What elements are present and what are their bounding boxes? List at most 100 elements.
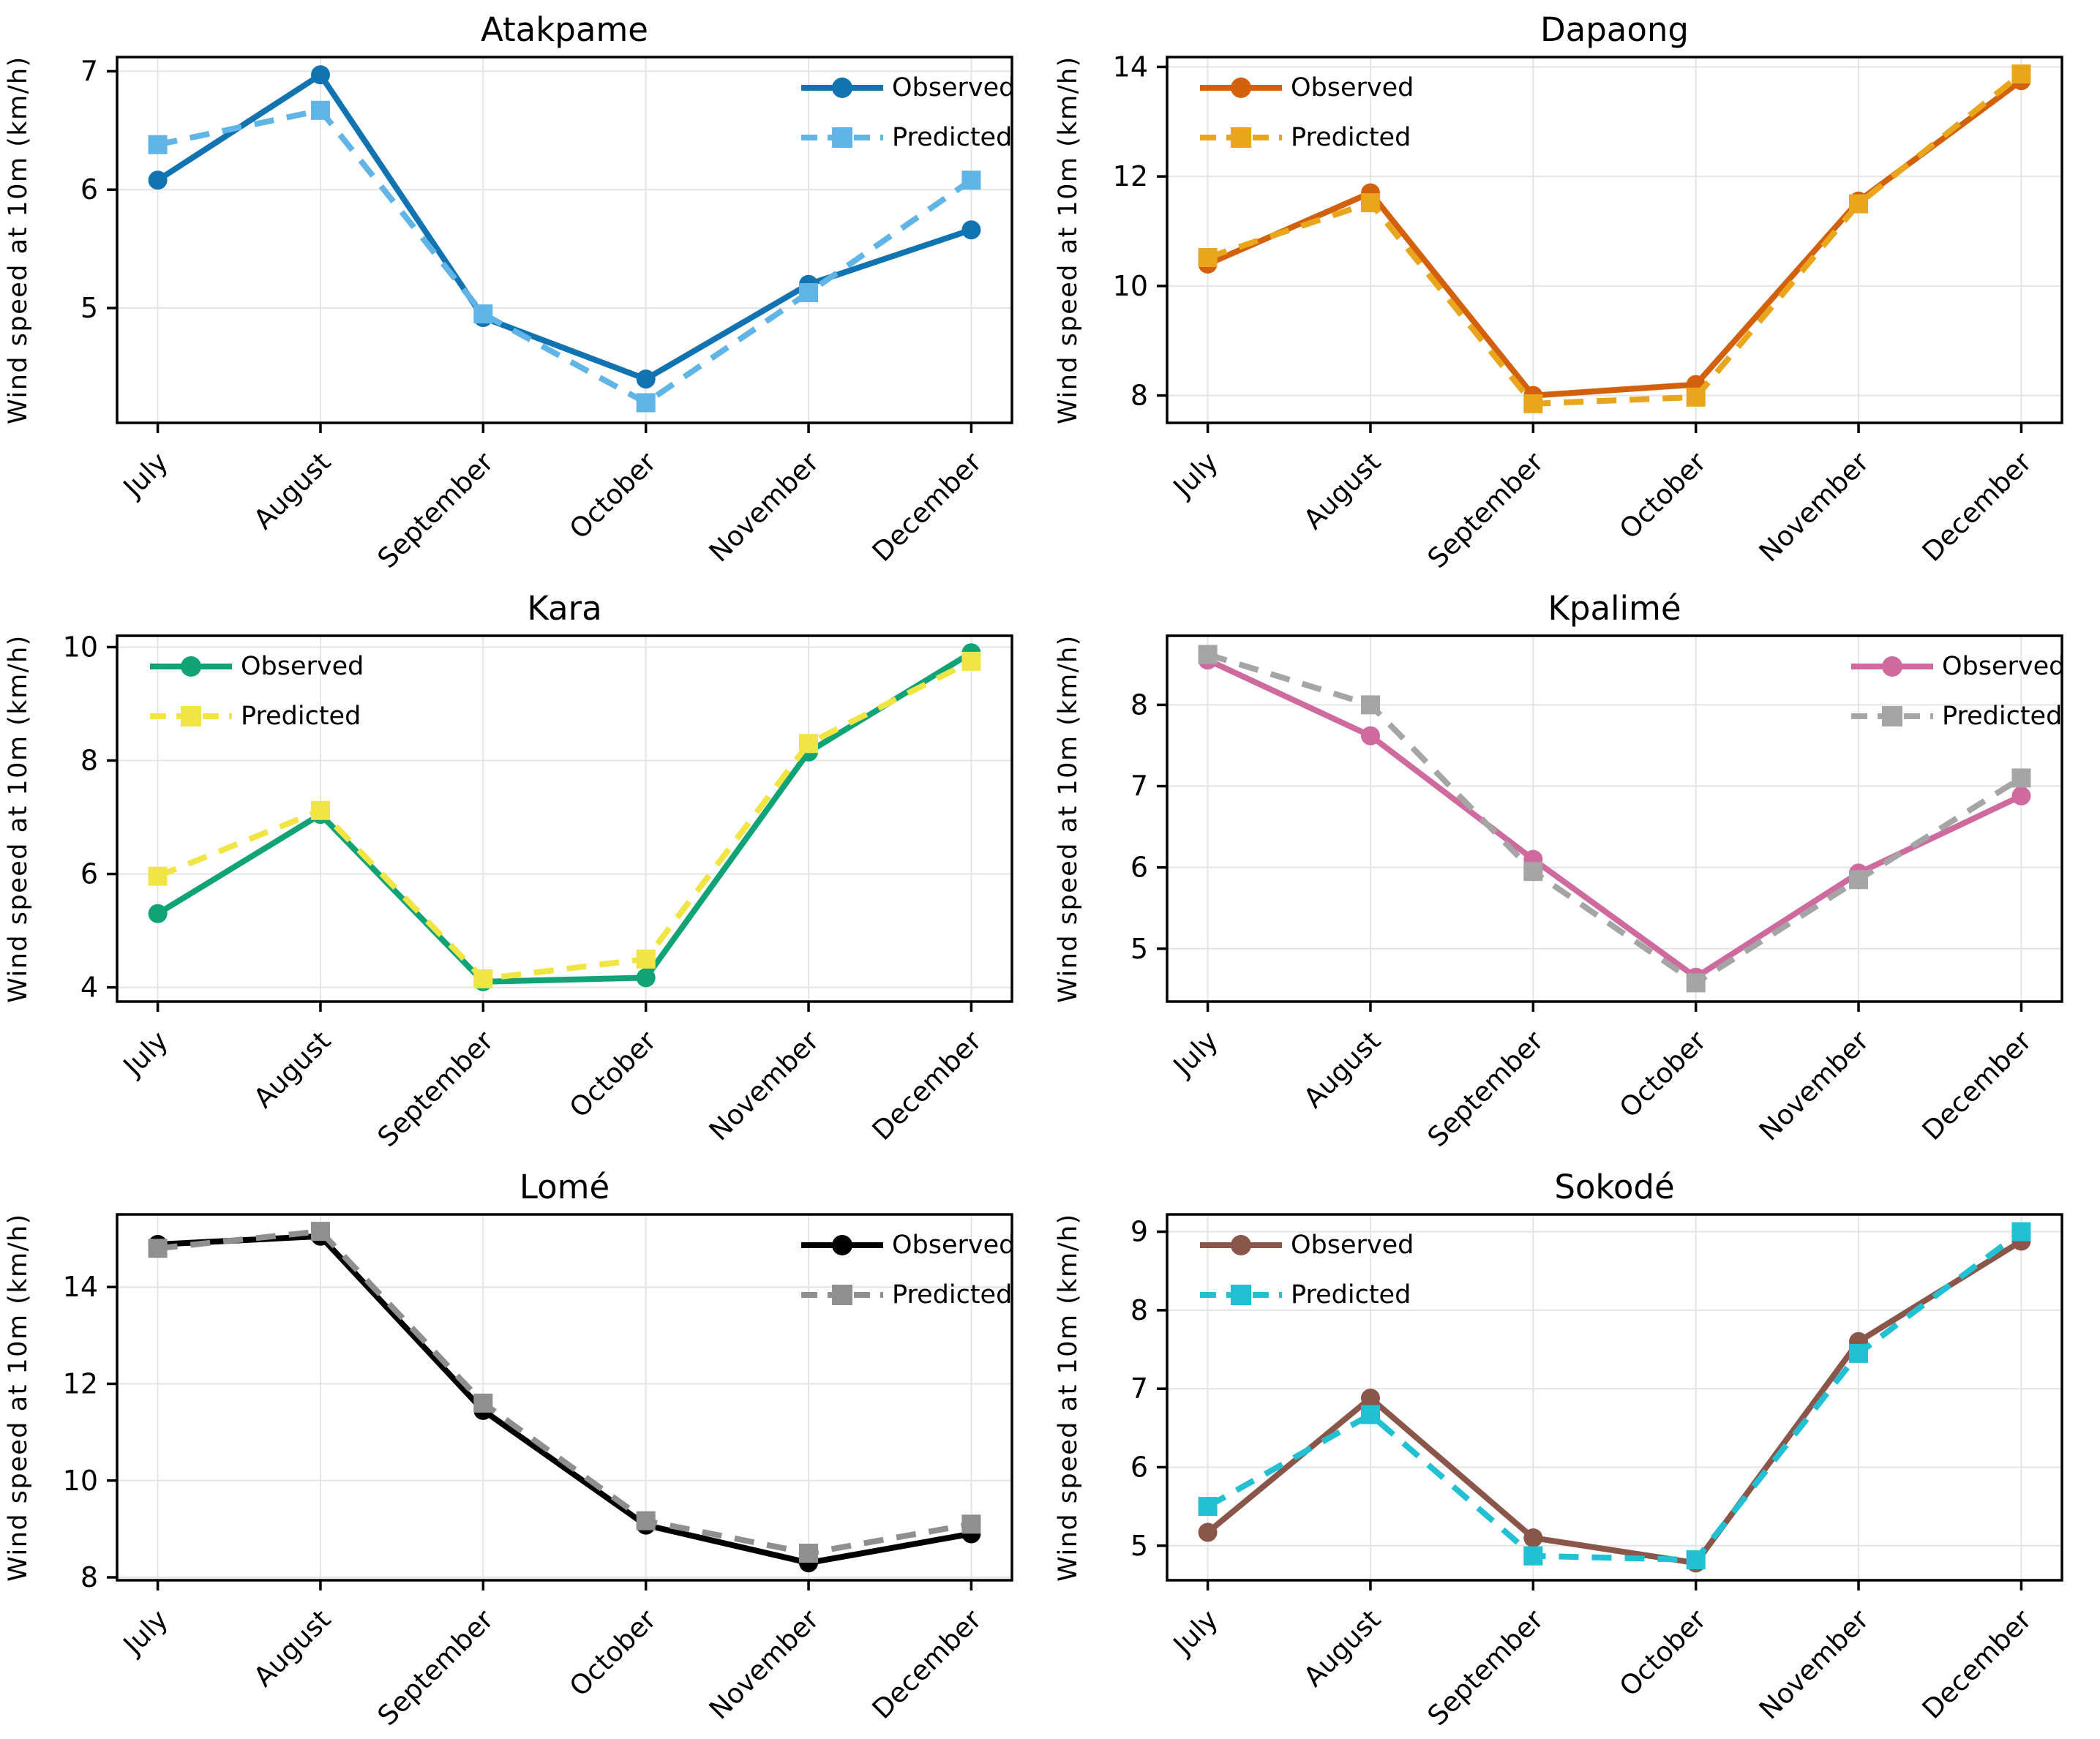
legend-entry-observed: Observed	[1200, 73, 1414, 102]
predicted-marker-september	[1523, 1546, 1543, 1566]
observed-marker-august	[1361, 1389, 1380, 1408]
legend: Observed Predicted	[801, 73, 1015, 152]
legend-circle-marker	[832, 1235, 852, 1255]
predicted-marker-november	[799, 1544, 818, 1563]
legend-label: Predicted	[1291, 123, 1411, 152]
observed-marker-december	[961, 220, 981, 240]
axes-border	[1166, 56, 2063, 424]
predicted-marker-december	[961, 651, 981, 671]
legend-square-marker	[832, 127, 852, 148]
chart-title: Sokodé	[1554, 1168, 1674, 1206]
predicted-marker-july	[148, 1239, 168, 1258]
chart-panel-kpalime: 5 6 7 8 July August September October November De…	[1050, 579, 2100, 1157]
legend-label: Observed	[1291, 1231, 1414, 1260]
predicted-marker-september	[1523, 862, 1543, 882]
observed-marker-october	[636, 968, 656, 988]
grid-lines	[117, 636, 1012, 1002]
chart-title: Dapaong	[1540, 10, 1689, 49]
y-axis: 5 6 7 8 9	[1130, 1216, 1167, 1562]
predicted-line	[1207, 651, 2023, 986]
predicted-marker-november	[1849, 194, 1868, 214]
y-tick-label: 5	[80, 292, 98, 324]
y-tick-label: 8	[80, 1561, 98, 1593]
chart-panel-kara: 4 6 8 10 July August September October November D…	[0, 579, 1050, 1157]
y-axis-label: Wind speed at 10m (km/h)	[1054, 634, 1083, 1003]
observed-marker-july	[1198, 1522, 1218, 1542]
predicted-marker-december	[961, 170, 981, 190]
axes-border	[1166, 634, 2063, 1003]
legend-label: Observed	[892, 73, 1015, 102]
y-tick-label: 10	[63, 631, 98, 664]
y-tick-label: 5	[1130, 933, 1148, 965]
observed-marker-august	[1361, 726, 1380, 745]
predicted-marker-july	[1198, 645, 1218, 664]
predicted-series	[148, 100, 981, 413]
predicted-marker-august	[1361, 695, 1380, 715]
legend-label: Observed	[241, 652, 364, 681]
legend-entry-predicted: Predicted	[1200, 123, 1411, 152]
predicted-marker-november	[799, 734, 818, 754]
y-axis: 5 6 7 8	[1130, 688, 1167, 965]
predicted-series	[148, 1222, 981, 1563]
axes-border	[116, 1213, 1013, 1582]
y-axis-label: Wind speed at 10m (km/h)	[4, 1213, 33, 1582]
chart-panel-lome: 8 10 12 14 July August September October Novembe…	[0, 1157, 1050, 1736]
chart-background	[1050, 1157, 2100, 1736]
predicted-marker-november	[1849, 870, 1868, 890]
observed-marker-july	[148, 904, 168, 923]
y-axis: 8 10 12 14	[63, 1271, 117, 1593]
observed-marker-december	[2011, 786, 2031, 805]
chart-title: Lomé	[520, 1168, 610, 1206]
legend-entry-observed: Observed	[801, 73, 1015, 102]
y-tick-label: 14	[63, 1271, 98, 1303]
y-tick-label: 6	[1130, 1451, 1148, 1483]
grid-lines	[1167, 636, 2062, 1002]
legend: Observed Predicted	[801, 1231, 1015, 1310]
predicted-marker-july	[1198, 1497, 1218, 1517]
predicted-marker-august	[311, 800, 330, 820]
legend-square-marker	[1231, 1285, 1251, 1305]
axes-border	[1166, 1213, 2063, 1582]
legend-square-marker	[1231, 127, 1251, 148]
chart-title: Kpalimé	[1548, 589, 1681, 628]
legend: Observed Predicted	[1200, 1231, 1414, 1310]
predicted-marker-december	[2011, 768, 2031, 788]
legend-circle-marker	[1231, 1235, 1251, 1255]
legend-entry-observed: Observed	[801, 1231, 1015, 1260]
observed-line	[1204, 78, 2025, 399]
predicted-series	[1198, 1222, 2031, 1570]
y-tick-label: 5	[1130, 1530, 1148, 1562]
y-tick-label: 14	[1113, 50, 1148, 83]
observed-line	[154, 650, 975, 985]
legend-circle-marker	[832, 78, 852, 98]
predicted-marker-august	[1361, 1405, 1380, 1424]
predicted-marker-november	[799, 283, 818, 302]
y-tick-label: 6	[80, 858, 98, 890]
legend-label: Observed	[1942, 652, 2065, 681]
axes-border	[116, 634, 1013, 1003]
legend-label: Predicted	[1291, 1280, 1411, 1310]
predicted-marker-july	[148, 135, 168, 154]
predicted-marker-august	[311, 100, 330, 120]
predicted-line	[157, 658, 973, 982]
legend-label: Observed	[1291, 73, 1414, 102]
chart-background	[0, 0, 1050, 579]
y-tick-label: 9	[1130, 1216, 1148, 1248]
grid-lines	[1167, 57, 2062, 423]
predicted-marker-october	[636, 949, 656, 969]
y-tick-label: 10	[63, 1465, 98, 1497]
legend-label: Predicted	[1942, 702, 2062, 731]
predicted-marker-september	[473, 304, 493, 324]
predicted-marker-july	[148, 866, 168, 886]
legend-entry-predicted: Predicted	[801, 1280, 1012, 1310]
y-axis-label: Wind speed at 10m (km/h)	[1054, 1213, 1083, 1582]
y-tick-label: 12	[63, 1367, 98, 1400]
chart-background	[1050, 0, 2100, 579]
y-tick-label: 7	[80, 55, 98, 87]
y-tick-label: 8	[1130, 380, 1148, 412]
predicted-marker-november	[1849, 1343, 1868, 1363]
